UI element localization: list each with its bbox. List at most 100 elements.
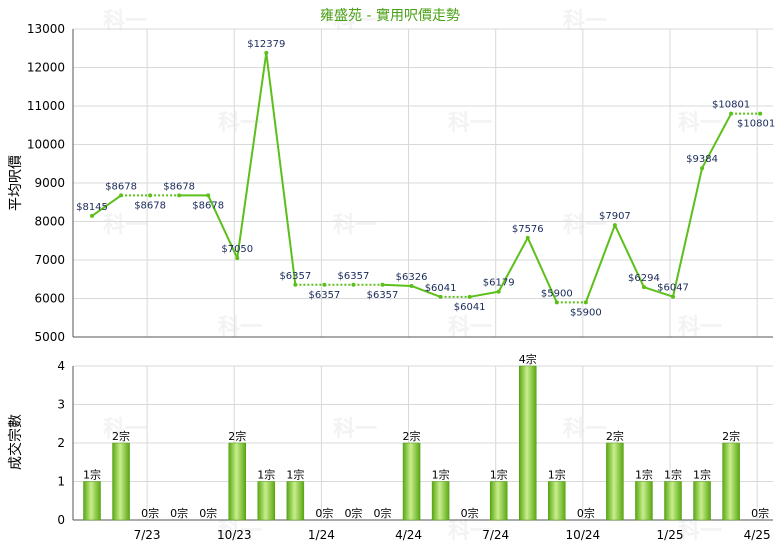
volume-bar-label: 1宗 — [432, 468, 450, 482]
price-point — [729, 111, 734, 116]
watermark-text: 科一 — [448, 315, 492, 340]
price-point — [119, 193, 124, 198]
watermark-text: 科一 — [678, 519, 722, 544]
price-line-segment — [469, 290, 499, 298]
price-point-label: $10801 — [712, 100, 750, 111]
price-point — [206, 193, 211, 198]
watermark-text: 科一 — [333, 213, 377, 238]
price-line-segment — [672, 167, 704, 297]
price-axis-title: 平均呎價 — [7, 155, 24, 211]
x-tick-label: 10/24 — [566, 528, 601, 542]
volume-bar — [228, 442, 246, 521]
x-tick-label: 4/24 — [395, 528, 422, 542]
price-tick-label: 5000 — [34, 330, 65, 344]
volume-bar-label: 2宗 — [722, 429, 740, 443]
volume-tick-label: 3 — [57, 398, 65, 412]
volume-bar-label: 1宗 — [664, 468, 682, 482]
volume-bar-label: 1宗 — [635, 468, 653, 482]
volume-bar — [606, 442, 624, 521]
watermark-text: 科一 — [448, 111, 492, 136]
price-point-label: $6179 — [483, 278, 515, 289]
watermark-text: 科一 — [678, 111, 722, 136]
volume-bar-label: 2宗 — [112, 429, 130, 443]
price-point-label: $8678 — [134, 200, 166, 211]
watermark-text: 科一 — [563, 9, 607, 34]
price-point-label: $9384 — [686, 154, 718, 165]
volume-axis-title: 成交宗數 — [7, 414, 24, 470]
price-point-label: $5900 — [570, 307, 602, 318]
volume-bars — [83, 365, 740, 521]
volume-bar-label: 1宗 — [286, 468, 304, 482]
volume-bar-label: 2宗 — [228, 429, 246, 443]
price-point-label: $6357 — [367, 290, 399, 301]
watermark-text: 科一 — [333, 417, 377, 442]
volume-bar-label: 0宗 — [344, 506, 362, 520]
price-point — [583, 300, 588, 305]
price-line-segment — [613, 224, 645, 288]
volume-bar-label: 0宗 — [374, 506, 392, 520]
price-point — [264, 50, 269, 55]
price-tick-label: 9000 — [34, 176, 65, 190]
watermark-text: 科一 — [563, 213, 607, 238]
price-point-label: $12379 — [247, 39, 285, 50]
price-point-label: $6047 — [657, 283, 689, 294]
volume-tick-label: 4 — [57, 359, 65, 373]
price-point — [177, 193, 182, 198]
volume-bar-label: 1宗 — [548, 468, 566, 482]
x-tick-label: 7/23 — [134, 528, 161, 542]
chart-title: 雍盛苑 - 實用呎價走勢 — [320, 7, 460, 24]
price-point-label: $6357 — [279, 271, 311, 282]
axis-labels: 5000 6000 7000 8000 9000 10000 11000 12000 13000… — [27, 22, 771, 542]
price-point-label: $7050 — [221, 244, 253, 255]
price-point-label: $7907 — [599, 211, 631, 222]
volume-bar — [402, 442, 421, 521]
price-point — [351, 282, 356, 287]
volume-bar-label: 1宗 — [83, 468, 101, 482]
price-point-label: $8678 — [163, 181, 195, 192]
price-line-segment — [265, 52, 297, 285]
price-line-segment — [701, 113, 732, 169]
volume-bar — [519, 365, 537, 521]
price-tick-label: 11000 — [27, 99, 65, 113]
volume-bar — [693, 481, 711, 521]
price-point-label: $8678 — [192, 200, 224, 211]
x-tick-label: 1/24 — [308, 528, 335, 542]
price-tick-label: 6000 — [34, 292, 65, 306]
data-labels: 1宗 2宗 0宗 0宗 0宗 2宗 1宗 1宗 0宗 0宗 0宗 2宗 1宗 0宗 1宗 4宗 1宗 0宗 2宗 1宗… — [76, 39, 775, 520]
x-tick-label: 1/25 — [657, 528, 684, 542]
x-tick-label: 4/25 — [744, 528, 771, 542]
volume-bar — [431, 481, 450, 521]
watermark-text: 科一 — [218, 519, 262, 544]
price-point-label: $8678 — [105, 181, 137, 192]
price-point-label: $6041 — [454, 302, 486, 313]
watermark-text: 科一 — [563, 417, 607, 442]
volume-bar — [83, 481, 101, 521]
price-tick-label: 13000 — [27, 22, 65, 36]
price-point — [322, 282, 327, 287]
volume-bar-label: 0宗 — [461, 506, 479, 520]
price-line-segment — [584, 224, 616, 303]
price-line-segment — [411, 285, 441, 298]
price-line-segment — [382, 283, 412, 287]
grid-layer — [72, 28, 773, 521]
volume-bar-label: 1宗 — [490, 468, 508, 482]
price-tick-label: 12000 — [27, 61, 65, 75]
price-point-label: $8145 — [76, 202, 108, 213]
volume-bar-label: 0宗 — [315, 506, 333, 520]
price-point-label: $10801 — [737, 119, 775, 130]
volume-tick-label: 0 — [57, 513, 65, 527]
volume-bar-label: 0宗 — [577, 506, 595, 520]
price-point — [438, 294, 443, 299]
price-line-segment — [236, 52, 268, 259]
price-line-segment — [643, 286, 674, 298]
watermark-text: 科一 — [103, 213, 147, 238]
watermark-text: 科一 — [103, 9, 147, 34]
volume-bar — [489, 481, 508, 521]
price-point-label: $6357 — [338, 271, 370, 282]
price-point — [612, 223, 617, 228]
price-point-label: $6041 — [425, 283, 457, 294]
volume-bar-label: 1宗 — [257, 468, 275, 482]
price-tick-label: 7000 — [34, 253, 65, 267]
